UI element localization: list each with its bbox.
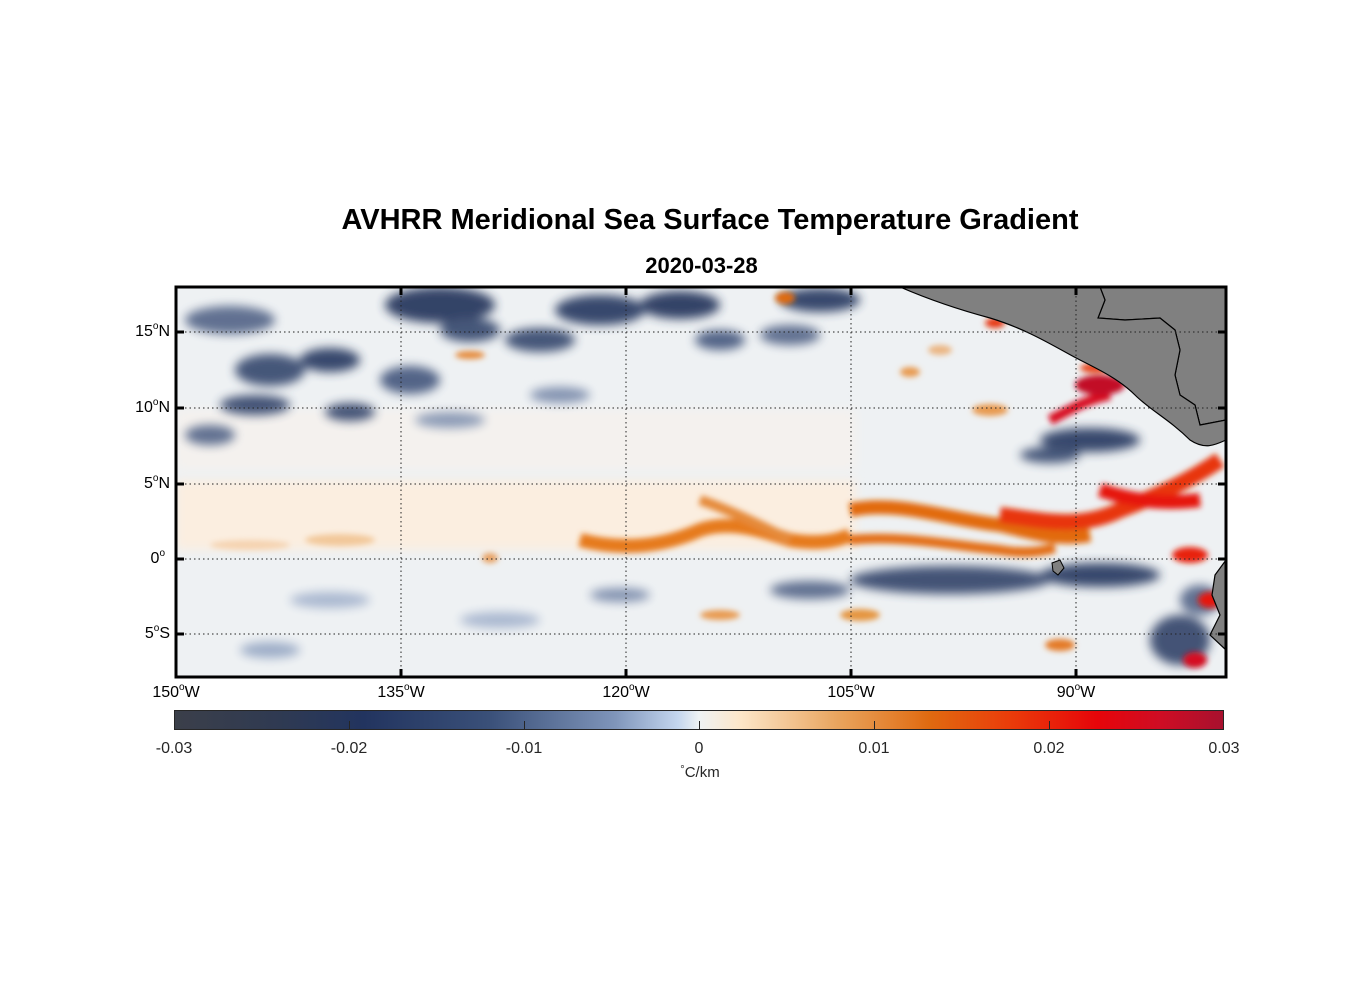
colorbar-tick [874, 721, 875, 729]
map-gridlines [176, 287, 1226, 677]
lon-label-150w: 150oW [152, 682, 200, 701]
colorbar-label: 0.03 [1208, 740, 1240, 757]
map-ticks [176, 287, 1226, 677]
lat-label-15n: 15oN [135, 321, 170, 340]
colorbar-label: 0.01 [858, 740, 890, 757]
lon-label-105w: 105oW [827, 682, 875, 701]
lon-label-90w: 90oW [1056, 682, 1096, 701]
lat-label-5n: 5oN [143, 473, 170, 492]
colorbar-label: 0.02 [1033, 740, 1065, 757]
chart-subtitle: 2020-03-28 [645, 253, 758, 278]
lon-label-135w: 135oW [377, 682, 425, 701]
colorbar-label: -0.02 [330, 740, 368, 757]
colorbar [174, 710, 1224, 730]
colorbar-label: -0.01 [505, 740, 543, 757]
lon-label-120w: 120oW [602, 682, 650, 701]
map-frame [174, 285, 1228, 679]
lat-label-10n: 10oN [135, 397, 170, 416]
colorbar-label: -0.03 [155, 740, 193, 757]
lat-label-0: 0o [150, 548, 165, 567]
colorbar-label: 0 [694, 740, 704, 757]
colorbar-tick [349, 721, 350, 729]
chart-title: AVHRR Meridional Sea Surface Temperature… [341, 204, 1079, 236]
colorbar-tick [524, 721, 525, 729]
map-field [176, 287, 1226, 677]
land-galapagos [1051, 559, 1065, 576]
lat-label-5s: 5oS [144, 623, 170, 642]
colorbar-unit: °C/km [680, 764, 720, 781]
land-south-america [1209, 558, 1226, 651]
colorbar-tick [699, 721, 700, 729]
colorbar-tick [1049, 721, 1050, 729]
